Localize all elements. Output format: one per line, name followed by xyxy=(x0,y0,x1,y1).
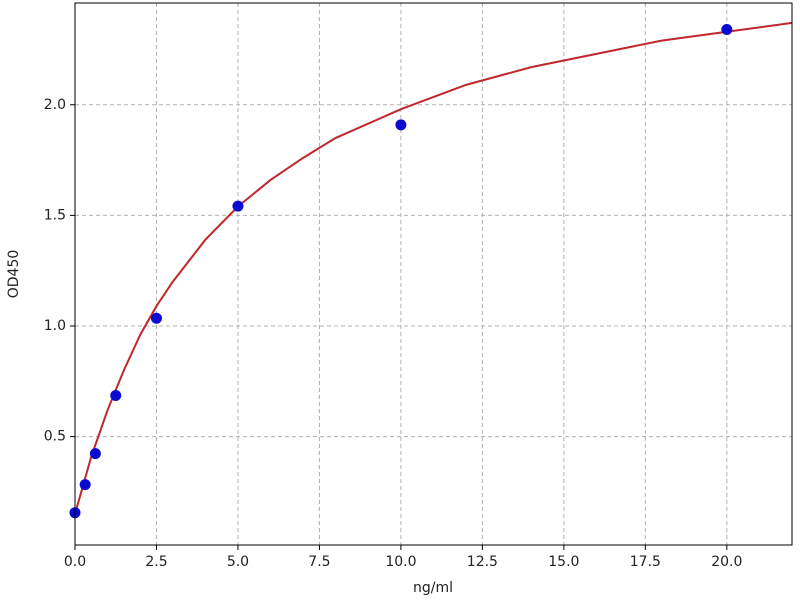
x-tick-label: 20.0 xyxy=(711,554,742,570)
x-tick-label: 12.5 xyxy=(467,554,498,570)
data-point xyxy=(110,389,122,401)
data-point xyxy=(89,448,101,460)
data-point xyxy=(150,312,162,324)
y-axis-label: OD450 xyxy=(6,250,22,299)
x-tick-label: 15.0 xyxy=(548,554,579,570)
data-point xyxy=(721,24,733,36)
data-point xyxy=(79,479,91,491)
y-tick-label: 1.5 xyxy=(44,207,66,223)
y-tick-label: 2.0 xyxy=(44,97,66,113)
x-tick-label: 17.5 xyxy=(630,554,661,570)
data-point xyxy=(395,119,407,131)
x-tick-label: 7.5 xyxy=(308,554,330,570)
x-tick-label: 2.5 xyxy=(145,554,167,570)
y-tick-label: 1.0 xyxy=(44,318,66,334)
x-axis-label: ng/ml xyxy=(413,580,453,596)
y-tick-label: 0.5 xyxy=(44,429,66,445)
plot-frame xyxy=(74,2,793,546)
data-point xyxy=(232,200,244,212)
x-tick-label: 5.0 xyxy=(227,554,249,570)
x-tick-label: 0.0 xyxy=(64,554,86,570)
x-tick-label: 10.0 xyxy=(385,554,416,570)
fit-curve xyxy=(74,21,793,515)
